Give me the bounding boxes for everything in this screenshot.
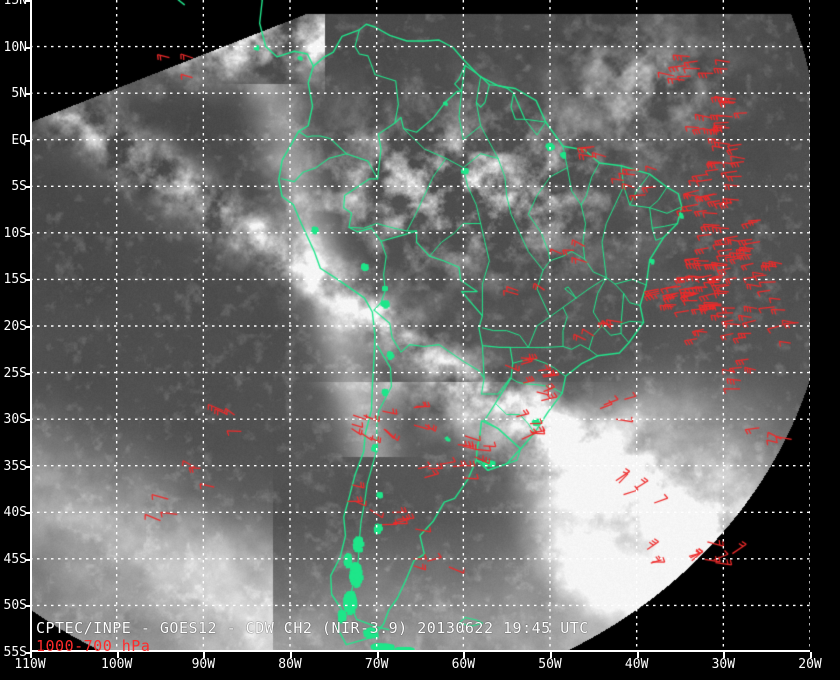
lat-tick-label-35s: 35S (3, 458, 27, 474)
lat-tickmark (25, 46, 31, 49)
lon-tickmark (376, 652, 379, 658)
lat-tick-label-40s: 40S (3, 505, 27, 521)
lat-tick-label-10s: 10S (3, 225, 27, 241)
lon-tick-label-80w: 80W (278, 657, 302, 672)
lon-tickmark (30, 652, 32, 658)
lon-tickmark (116, 652, 119, 658)
lat-tick-label-50s: 50S (3, 598, 27, 614)
lon-tick-label-60w: 60W (451, 657, 476, 672)
lon-tick-label-70w: 70W (364, 657, 389, 672)
lat-tick-label-10n: 10N (3, 39, 27, 55)
caption-sub-text: 1000-700 hPa (36, 637, 151, 655)
lat-tickmark (25, 326, 31, 328)
lat-tick-label-45s: 45S (3, 551, 27, 567)
lat-tick-label-30s: 30S (3, 412, 27, 428)
lat-tickmark (25, 419, 31, 422)
lon-tickmark (290, 652, 292, 658)
lon-tickmark (203, 652, 206, 658)
lat-tickmark (25, 372, 31, 375)
map-plot-area[interactable] (30, 0, 810, 652)
lat-tickmark (25, 139, 31, 142)
lat-tick-label-eq: EQ (11, 132, 27, 148)
lon-tickmark (550, 652, 552, 658)
lat-tickmark (25, 465, 31, 468)
lon-tickmark (636, 652, 639, 658)
lon-tick-label-110w: 110W (14, 657, 46, 672)
lat-tickmark (25, 93, 31, 96)
lon-tick-label-40w: 40W (624, 657, 649, 672)
lat-tickmark (25, 558, 31, 561)
lat-tick-label-20s: 20S (3, 319, 27, 334)
lat-tick-label-15s: 15S (3, 272, 27, 288)
lat-tickmark (25, 512, 31, 515)
lon-tick-label-50w: 50W (538, 657, 562, 672)
caption-main-text: CPTEC/INPE - GOES12 - CDW CH2 (NIR-3.9) … (36, 619, 589, 637)
lat-tick-label-25s: 25S (3, 365, 27, 381)
lat-tickmark (25, 605, 31, 608)
lat-tickmark (25, 279, 31, 282)
lon-tickmark (723, 652, 726, 658)
lat-tick-label-5s: 5S (11, 179, 27, 195)
lon-tickmark (463, 652, 466, 658)
lat-tickmark (25, 232, 31, 235)
lon-tick-label-30w: 30W (711, 657, 736, 672)
lat-tick-label-55s: 55S (3, 645, 27, 660)
lon-tick-label-90w: 90W (191, 657, 216, 672)
lat-tickmark (25, 652, 31, 654)
satellite-imagery-canvas (30, 0, 810, 652)
lon-tick-label-20w: 20W (798, 657, 822, 672)
lat-tick-label-15n: 15N (3, 0, 27, 8)
lat-tick-label-5n: 5N (11, 86, 27, 102)
lat-tickmark (25, 0, 31, 2)
lon-tickmark (810, 652, 812, 658)
lon-tick-label-100w: 100W (101, 657, 133, 672)
lat-tickmark (25, 186, 31, 189)
